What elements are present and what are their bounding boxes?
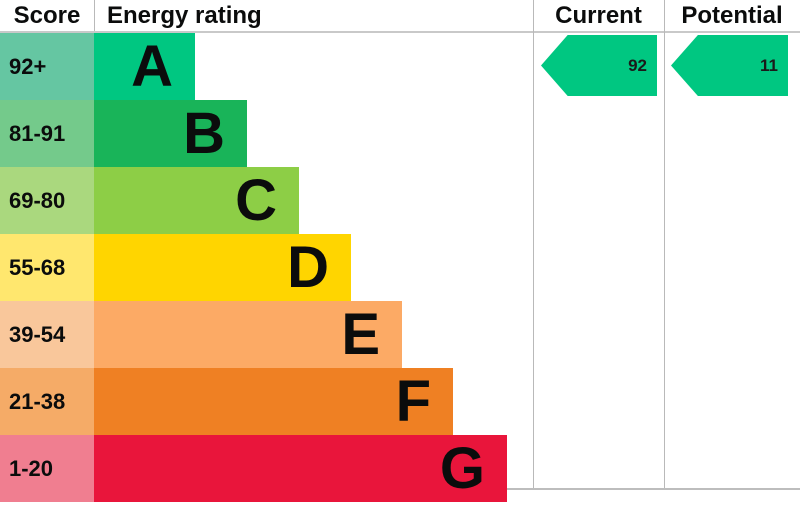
band-row: 39-54 E <box>0 301 533 368</box>
band-score-cell: 21-38 <box>0 368 94 435</box>
band-score-cell: 92+ <box>0 33 94 100</box>
current-score-value: 92 <box>628 55 647 75</box>
band-score-cell: 1-20 <box>0 435 94 502</box>
potential-column-divider <box>664 0 665 488</box>
potential-score-value: 11 <box>760 55 778 75</box>
band-row: 81-91 B <box>0 100 533 167</box>
band-bar: A <box>94 33 195 100</box>
band-score-cell: 69-80 <box>0 167 94 234</box>
band-row: 1-20 G <box>0 435 533 502</box>
band-row: 92+ A <box>0 33 533 100</box>
band-bar: C <box>94 167 299 234</box>
band-bar: G <box>94 435 507 502</box>
band-rows: 92+ A 81-91 B 69-80 C 55-68 D 39-54 E 21… <box>0 33 533 502</box>
band-score-cell: 55-68 <box>0 234 94 301</box>
energy-rating-column-header: Energy rating <box>107 1 262 29</box>
band-row: 55-68 D <box>0 234 533 301</box>
current-column-divider <box>533 0 534 488</box>
potential-column-header: Potential <box>681 1 783 29</box>
potential-score-arrow: 11 <box>671 35 788 96</box>
current-column-header: Current <box>555 1 642 29</box>
band-bar: D <box>94 234 351 301</box>
header-underline <box>0 31 800 33</box>
band-bar: F <box>94 368 453 435</box>
score-column-header: Score <box>13 1 81 29</box>
score-header-divider <box>94 0 95 31</box>
band-bar: E <box>94 301 402 368</box>
band-row: 69-80 C <box>0 167 533 234</box>
current-score-arrow: 92 <box>541 35 657 96</box>
band-bar: B <box>94 100 247 167</box>
band-score-cell: 39-54 <box>0 301 94 368</box>
band-score-cell: 81-91 <box>0 100 94 167</box>
band-row: 21-38 F <box>0 368 533 435</box>
